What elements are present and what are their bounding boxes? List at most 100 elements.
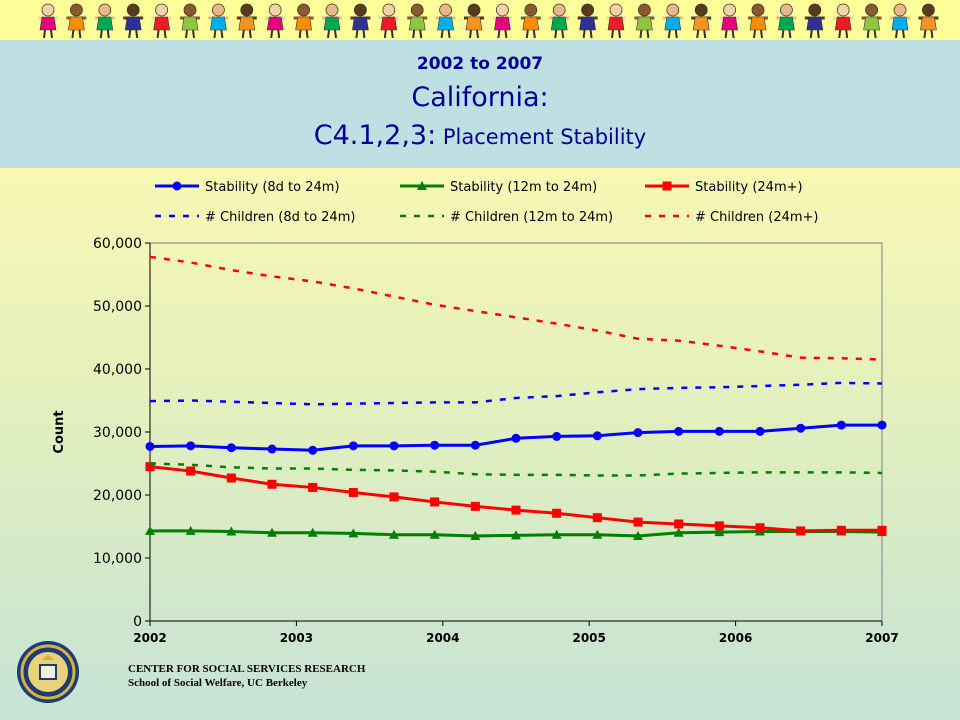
kid-figure-icon (833, 3, 854, 39)
legend-label: Stability (8d to 24m) (205, 180, 340, 195)
legend-item: # Children (8d to 24m) (155, 210, 355, 225)
kid-figure-icon (378, 3, 399, 39)
data-point (714, 521, 724, 531)
footer-credits: CENTER FOR SOCIAL SERVICES RESEARCH Scho… (128, 662, 365, 690)
kid-figure-icon (180, 3, 200, 39)
kid-figure-icon (208, 3, 229, 39)
data-point (796, 423, 806, 433)
x-tick-label: 2003 (280, 631, 313, 645)
data-point (511, 530, 521, 540)
data-point (877, 525, 887, 535)
data-point (714, 426, 724, 436)
data-point (714, 527, 725, 537)
data-point (172, 181, 182, 191)
kid-figure-icon (776, 3, 797, 39)
data-point (226, 443, 236, 453)
legend-item: # Children (24m+) (645, 210, 819, 225)
data-point (470, 440, 480, 450)
x-tick-label: 2002 (133, 631, 166, 645)
kid-figure-icon (748, 3, 768, 39)
y-tick-label: 50,000 (93, 299, 142, 315)
kid-figure-icon (322, 3, 342, 39)
data-point (673, 527, 684, 537)
legend-item: # Children (12m to 24m) (400, 210, 613, 225)
kid-figure-icon (804, 3, 825, 39)
data-point (308, 482, 318, 492)
data-point (267, 527, 277, 537)
kid-figure-icon (66, 3, 87, 39)
data-point (185, 525, 196, 535)
data-point (796, 526, 806, 536)
series-stability-24m- (145, 462, 887, 536)
x-tick-label: 2005 (572, 631, 605, 645)
kid-figure-icon (577, 3, 598, 39)
kid-figure-icon (634, 3, 655, 39)
kid-figure-icon (464, 3, 484, 39)
kid-figure-icon (691, 3, 712, 39)
data-point (429, 529, 440, 539)
legend-label: # Children (12m to 24m) (450, 210, 613, 225)
series-line (149, 381, 883, 406)
uc-seal-icon (17, 641, 79, 703)
page-subtitle: 2002 to 2007 (416, 54, 544, 74)
kid-figure-icon (151, 3, 172, 39)
x-tick-label: 2006 (719, 631, 752, 645)
data-point (755, 523, 765, 533)
title-area (0, 40, 960, 168)
kid-figure-icon (94, 3, 115, 39)
data-point (267, 479, 277, 489)
kid-figure-icon (265, 3, 286, 39)
kid-figure-icon (719, 3, 740, 39)
measure-codes: C4.1,2,3: (313, 120, 437, 151)
kid-figure-icon (293, 3, 314, 39)
legend-item: Stability (8d to 24m) (155, 180, 340, 195)
series--children-12m-to-24m- (149, 462, 883, 477)
data-point (186, 441, 196, 451)
kids-banner-art (38, 3, 939, 39)
footer-org: CENTER FOR SOCIAL SERVICES RESEARCH (128, 663, 366, 675)
kid-figure-icon (123, 3, 144, 39)
series-line (149, 255, 883, 361)
data-point (308, 445, 318, 455)
series-stability-8d-to-24m- (145, 420, 887, 455)
kid-figure-icon (350, 3, 371, 39)
kid-figure-icon (435, 3, 456, 39)
kid-figure-icon (549, 3, 570, 39)
footer-school: School of Social Welfare, UC Berkeley (128, 677, 308, 689)
kid-figure-icon (236, 3, 257, 39)
data-point (674, 426, 684, 436)
data-point (417, 181, 427, 190)
y-tick-label: 10,000 (93, 551, 142, 567)
data-point (226, 473, 236, 483)
data-point (633, 428, 643, 438)
y-tick-label: 20,000 (93, 488, 142, 504)
kid-figure-icon (918, 3, 939, 39)
page-title-line1: California: (411, 82, 549, 113)
legend-label: # Children (8d to 24m) (205, 210, 355, 225)
data-point (662, 181, 672, 191)
legend-label: Stability (12m to 24m) (450, 180, 597, 195)
data-point (348, 487, 358, 497)
y-tick-label: 60,000 (93, 236, 142, 252)
kid-figure-icon (407, 3, 428, 39)
data-point (145, 441, 155, 451)
kid-figure-icon (606, 3, 626, 39)
data-point (633, 517, 643, 527)
data-point (470, 530, 481, 540)
y-tick-label: 0 (133, 614, 142, 630)
x-tick-label: 2004 (426, 631, 459, 645)
data-point (633, 530, 643, 540)
data-point (389, 441, 399, 451)
data-point (145, 525, 155, 535)
kid-figure-icon (520, 3, 541, 39)
data-point (348, 528, 359, 538)
kid-figure-icon (38, 3, 58, 39)
data-point (592, 431, 602, 441)
y-tick-label: 30,000 (93, 425, 142, 441)
data-point (226, 526, 237, 536)
page-title-line2: C4.1,2,3: Placement Stability (0, 120, 960, 151)
measure-name: Placement Stability (436, 125, 647, 149)
series--children-24m- (149, 255, 883, 361)
data-point (674, 519, 684, 529)
kid-figure-icon (861, 3, 882, 39)
